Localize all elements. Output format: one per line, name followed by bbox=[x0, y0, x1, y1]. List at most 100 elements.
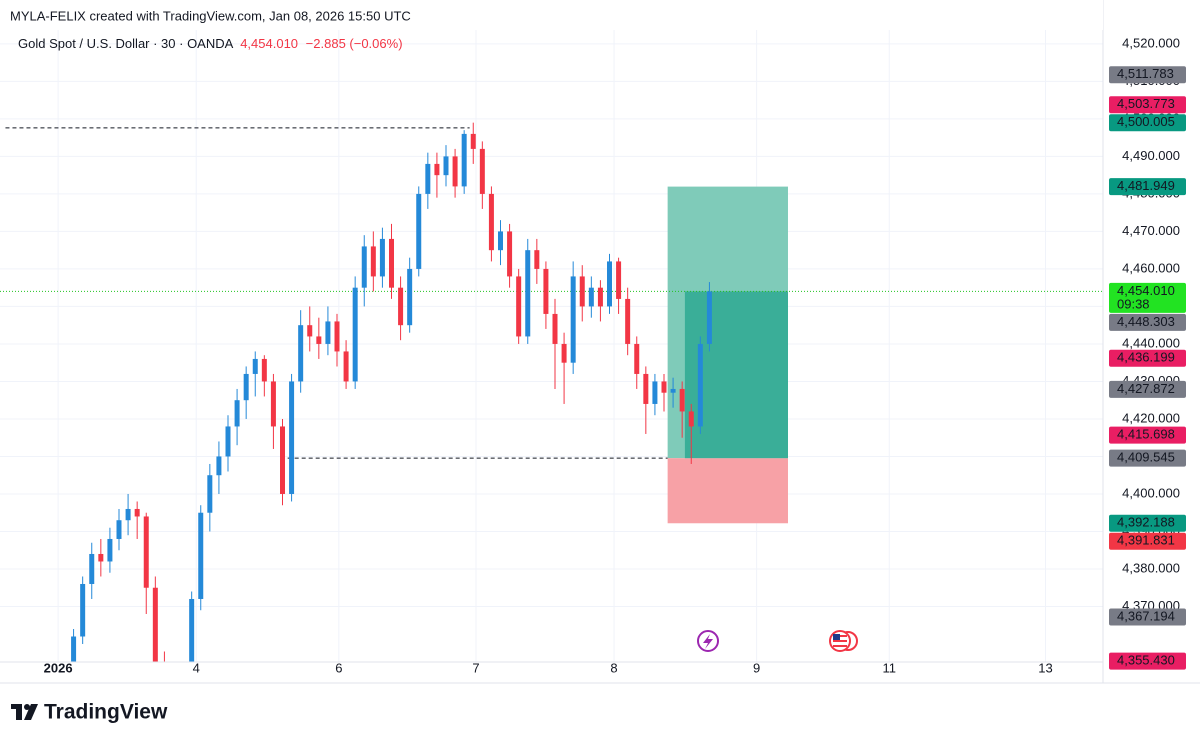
y-tick-label: 4,380.000 bbox=[1122, 560, 1180, 575]
economic-event-icon[interactable] bbox=[829, 630, 858, 652]
candle-body bbox=[162, 663, 167, 697]
candle-body bbox=[670, 388, 676, 393]
candle-body bbox=[207, 475, 213, 513]
candle-body bbox=[80, 583, 86, 637]
candle-body bbox=[452, 156, 458, 187]
y-tick-label: 4,470.000 bbox=[1122, 223, 1180, 238]
candle-body bbox=[198, 512, 204, 599]
candle-body bbox=[498, 231, 503, 251]
candle-body bbox=[289, 381, 295, 494]
chart-title: MYLA-FELIX created with TradingView.com,… bbox=[10, 8, 411, 23]
price-change: −2.885 (−0.06%) bbox=[306, 36, 403, 51]
y-tick-label: 4,490.000 bbox=[1122, 148, 1180, 163]
candle-body bbox=[479, 148, 485, 194]
candle-body bbox=[507, 231, 513, 277]
price-badge-label: 4,481.949 bbox=[1117, 178, 1175, 193]
candle-body bbox=[588, 287, 594, 307]
x-tick-label: 11 bbox=[883, 660, 897, 675]
price-badge bbox=[1109, 532, 1186, 550]
candle-body bbox=[661, 381, 667, 393]
y-tick-label: 4,520.000 bbox=[1122, 35, 1180, 50]
last-price: 4,454.010 bbox=[240, 36, 298, 51]
candle-body bbox=[488, 193, 494, 251]
event-icon[interactable] bbox=[697, 630, 719, 652]
candle-body bbox=[597, 287, 603, 307]
candle-body bbox=[189, 598, 195, 662]
candle-body bbox=[243, 373, 249, 401]
price-badge-label: 4,448.303 bbox=[1117, 314, 1175, 329]
y-tick-label: 4,420.000 bbox=[1122, 410, 1180, 425]
y-tick-label: 4,400.000 bbox=[1122, 485, 1180, 500]
x-tick-label: 2026 bbox=[44, 660, 73, 675]
candle-body bbox=[280, 426, 285, 494]
x-tick-label: 8 bbox=[610, 660, 617, 675]
price-badge bbox=[1109, 349, 1186, 367]
price-badge bbox=[1109, 66, 1186, 84]
price-badge bbox=[1109, 652, 1186, 670]
price-badge-label: 4,391.831 bbox=[1117, 533, 1175, 548]
price-badge bbox=[1109, 114, 1186, 132]
price-badges: 4,511.783 4,503.773 4,500.005 4,481.949 4,45… bbox=[1109, 66, 1186, 670]
price-badge-label: 4,503.773 bbox=[1117, 96, 1175, 111]
candle-body bbox=[125, 508, 131, 521]
y-tick-label: 4,440.000 bbox=[1122, 335, 1180, 350]
candle-body bbox=[652, 381, 658, 404]
x-tick-label: 9 bbox=[753, 660, 760, 675]
candle-body bbox=[706, 291, 712, 344]
candle-body bbox=[552, 313, 558, 344]
candle-body bbox=[261, 358, 267, 382]
price-badge-label: 4,367.194 bbox=[1117, 608, 1175, 623]
candle-body bbox=[516, 276, 522, 337]
candle-body bbox=[361, 246, 367, 288]
price-badge-label: 4,511.783 bbox=[1117, 66, 1174, 81]
candle-body bbox=[679, 388, 685, 412]
price-badge-label: 4,415.698 bbox=[1117, 427, 1175, 442]
y-tick-label: 4,460.000 bbox=[1122, 260, 1180, 275]
price-badge bbox=[1109, 426, 1186, 444]
candle-body bbox=[543, 268, 549, 314]
candle-body bbox=[334, 321, 340, 352]
candle-body bbox=[143, 516, 149, 588]
candle-body bbox=[89, 553, 95, 584]
candle-body bbox=[625, 298, 631, 344]
candle-body bbox=[561, 343, 567, 363]
axes: 4,370.0004,380.0004,390.0004,400.0004,41… bbox=[44, 35, 1180, 675]
candle-body bbox=[270, 381, 276, 427]
candle-body bbox=[579, 276, 585, 307]
price-badge-label: 4,454.010 bbox=[1117, 283, 1175, 298]
candle-body bbox=[570, 276, 576, 363]
candle-body bbox=[443, 156, 449, 176]
candle-body bbox=[434, 163, 440, 176]
candle-body bbox=[225, 426, 231, 457]
x-tick-label: 13 bbox=[1038, 660, 1052, 675]
price-badge bbox=[1109, 380, 1186, 398]
candle-body bbox=[616, 261, 622, 299]
candle-body bbox=[607, 261, 612, 307]
brand-logo: TradingView bbox=[11, 701, 168, 724]
plot-area bbox=[0, 122, 1103, 712]
price-badge-label: 4,500.005 bbox=[1117, 114, 1175, 129]
candle-body bbox=[416, 193, 422, 269]
price-badge bbox=[1109, 514, 1186, 532]
candle-body bbox=[525, 250, 531, 337]
brand-name: TradingView bbox=[44, 701, 168, 724]
price-badge bbox=[1109, 608, 1186, 626]
countdown: 09:38 bbox=[1117, 296, 1150, 311]
candle-body bbox=[116, 520, 122, 539]
price-badge bbox=[1109, 313, 1186, 331]
candle-body bbox=[379, 238, 385, 277]
candle-body bbox=[71, 636, 77, 662]
loss-zone bbox=[667, 458, 788, 524]
candle-body bbox=[343, 351, 349, 382]
candle-body bbox=[180, 682, 185, 712]
candle-body bbox=[643, 373, 649, 404]
candle-body bbox=[316, 336, 322, 344]
candle-body bbox=[407, 268, 413, 326]
candle-body bbox=[370, 246, 376, 277]
candle-body bbox=[152, 587, 158, 662]
symbol: Gold Spot / U.S. Dollar · 30 · OANDA bbox=[18, 36, 234, 51]
price-badge bbox=[1109, 96, 1186, 114]
grid bbox=[0, 0, 1103, 662]
candle-body bbox=[107, 538, 113, 562]
candle-body bbox=[461, 133, 467, 187]
